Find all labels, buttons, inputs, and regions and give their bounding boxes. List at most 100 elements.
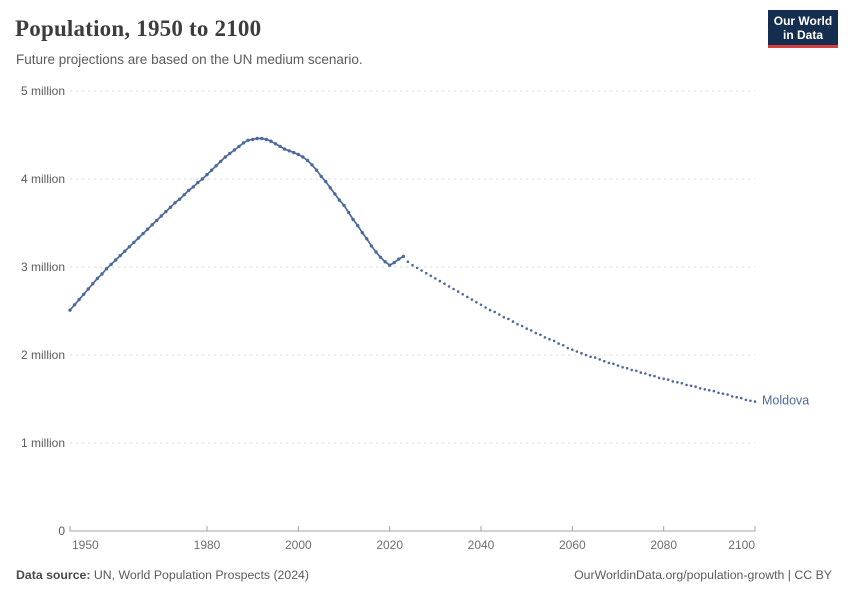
series-marker [109,262,113,267]
projection-dot [666,378,670,381]
projection-dot [438,279,442,283]
projection-dot [561,344,565,347]
series-marker [182,193,186,197]
owid-logo-line2: in Data [782,27,823,42]
series-marker [104,267,109,271]
x-tick-label: 1980 [194,538,221,552]
series-marker [360,231,364,235]
projection-dot [502,315,506,319]
owid-logo[interactable]: Our World in Data [768,10,838,48]
projection-dot [680,381,684,385]
y-tick-label: 4 million [21,172,65,186]
projection-dot [698,387,702,390]
projection-dot [543,336,547,339]
series-marker [82,292,86,296]
series-marker [264,137,269,142]
series-marker [346,210,351,215]
projection-dot [671,380,675,383]
series-marker [191,185,195,189]
series-projected-moldova[interactable] [406,260,757,403]
license-link[interactable]: OurWorldinData.org/population-growth | C… [574,568,832,582]
series-marker [196,180,200,185]
projection-dot [753,400,757,403]
x-tick-label: 2000 [285,538,312,552]
series-marker [378,255,383,259]
projection-dot [721,392,725,396]
projection-dot [406,260,410,264]
projection-dot [580,351,583,355]
series-marker [159,214,163,218]
projection-dot [507,317,510,321]
y-tick-label: 5 million [21,84,65,98]
projection-dot [685,383,688,387]
projection-dot [539,333,542,337]
series-marker [228,151,232,156]
y-tick-label: 1 million [21,436,65,450]
projection-dot [575,350,579,353]
projection-dot [466,295,469,299]
series-marker [214,164,218,168]
series-historical-moldova[interactable] [68,136,406,312]
series-marker [392,260,396,265]
series-marker [356,223,360,228]
projection-dot [708,388,711,392]
series-marker [388,263,392,267]
series-marker [237,144,241,149]
series-marker [374,250,378,254]
series-end-label-moldova[interactable]: Moldova [762,394,809,408]
projection-dot [557,342,560,345]
series-marker [324,179,328,184]
projection-dot [511,320,515,323]
projection-dot [529,329,533,332]
series-marker [369,244,374,248]
projection-dot [639,371,643,374]
projection-dot [625,366,629,370]
series-marker [219,159,223,164]
projection-dot [488,308,492,312]
x-tick-label: 2100 [728,538,755,552]
projection-dot [498,313,501,316]
series-marker [86,287,91,291]
series-marker [278,144,282,149]
projection-dot [607,361,611,365]
y-tick-label: 0 [58,524,65,538]
projection-dot [566,346,570,350]
projection-dot [593,356,597,359]
projection-dot [479,303,483,307]
series-marker [401,254,406,259]
series-marker [173,201,177,205]
series-marker [232,148,237,152]
series-marker [301,155,305,159]
series-marker [269,139,273,143]
series-marker [260,136,264,141]
series-marker [77,297,81,302]
series-marker [127,245,132,249]
projection-dot [516,322,519,326]
x-tick-label: 1950 [72,538,99,552]
projection-dot [648,373,652,377]
series-marker [365,237,369,241]
projection-dot [424,271,428,275]
series-marker [328,186,332,190]
series-marker [132,240,136,245]
projection-dot [712,389,716,393]
projection-dot [598,358,601,361]
series-marker [141,231,145,236]
series-marker [200,177,205,181]
projection-dot [749,399,752,403]
projection-dot [420,269,423,272]
projection-dot [548,337,551,341]
projection-dot [475,300,478,304]
series-marker [342,203,346,208]
projection-dot [630,368,633,372]
series-marker [273,142,278,146]
series-marker [296,152,300,157]
projection-dot [726,393,729,396]
projection-dot [456,290,460,293]
series-marker [241,141,246,145]
data-source-note: Data source: UN, World Population Prospe… [16,568,309,582]
series-marker [287,149,291,153]
projection-dot [657,376,661,380]
series-marker [114,258,118,262]
